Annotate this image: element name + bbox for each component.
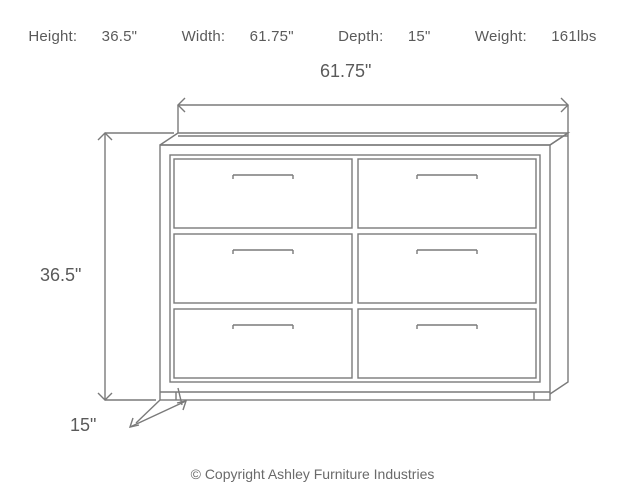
- spec-depth-value: 15": [408, 28, 431, 45]
- spec-depth-label: Depth:: [338, 28, 383, 45]
- spec-height: Height: 36.5": [18, 28, 147, 45]
- dim-width-label: 61.75": [320, 61, 371, 82]
- dim-height-label: 36.5": [40, 265, 81, 286]
- spec-weight: Weight: 161lbs: [465, 28, 607, 45]
- spec-height-value: 36.5": [102, 28, 138, 45]
- spec-height-label: Height:: [28, 28, 77, 45]
- spec-width: Width: 61.75": [172, 28, 304, 45]
- dim-depth-label: 15": [70, 415, 96, 436]
- diagram-area: 61.75" 36.5" 15": [0, 55, 625, 455]
- spec-width-value: 61.75": [250, 28, 294, 45]
- copyright-text: © Copyright Ashley Furniture Industries: [0, 466, 625, 482]
- spec-weight-value: 161lbs: [551, 28, 596, 45]
- spec-depth: Depth: 15": [328, 28, 440, 45]
- specs-row: Height: 36.5" Width: 61.75" Depth: 15" W…: [0, 28, 625, 45]
- dresser-diagram: [0, 55, 625, 455]
- spec-weight-label: Weight:: [475, 28, 527, 45]
- spec-width-label: Width:: [182, 28, 226, 45]
